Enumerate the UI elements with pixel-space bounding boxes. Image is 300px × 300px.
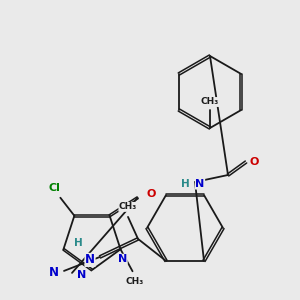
Text: N: N — [118, 254, 127, 264]
Text: N: N — [49, 266, 59, 279]
Text: CH₃: CH₃ — [125, 277, 144, 286]
Text: H: H — [74, 238, 82, 248]
Text: CH₃: CH₃ — [201, 98, 219, 106]
Text: N: N — [195, 179, 205, 189]
Text: O: O — [147, 189, 156, 199]
Text: N: N — [77, 270, 87, 280]
Text: CH₃: CH₃ — [119, 202, 137, 211]
Text: H: H — [181, 179, 189, 189]
Text: O: O — [249, 157, 259, 167]
Text: N: N — [85, 254, 95, 266]
Text: Cl: Cl — [48, 183, 60, 193]
